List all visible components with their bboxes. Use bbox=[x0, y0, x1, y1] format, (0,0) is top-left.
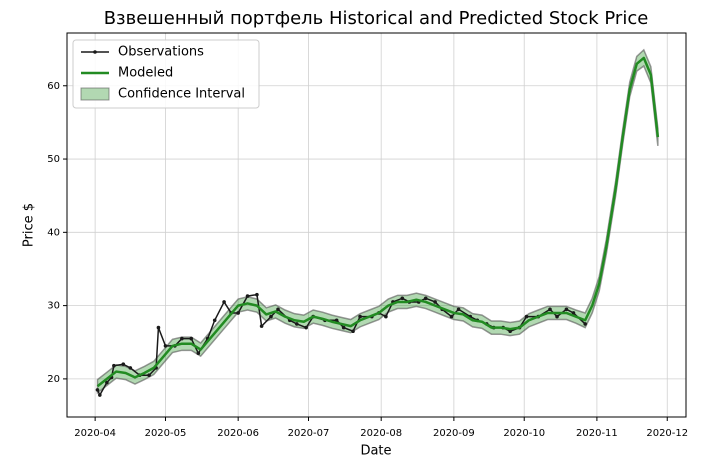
x-tick-label: 2020-04 bbox=[74, 428, 116, 439]
legend-swatch bbox=[93, 50, 97, 54]
observation-point bbox=[222, 300, 226, 304]
y-tick-label: 20 bbox=[47, 374, 60, 385]
x-tick-label: 2020-05 bbox=[145, 428, 187, 439]
y-tick-label: 30 bbox=[47, 301, 60, 312]
x-tick-label: 2020-08 bbox=[360, 428, 402, 439]
modeled-line bbox=[96, 56, 660, 388]
observation-point bbox=[98, 393, 102, 397]
observation-point bbox=[423, 296, 428, 301]
observation-point bbox=[294, 322, 299, 326]
observation-point bbox=[128, 366, 133, 370]
legend-label: Confidence Interval bbox=[118, 87, 245, 102]
observation-point bbox=[112, 363, 116, 368]
observation-point bbox=[351, 329, 355, 334]
x-tick-label: 2020-09 bbox=[433, 428, 475, 439]
legend-box bbox=[72, 39, 260, 109]
observation-point bbox=[156, 325, 161, 330]
observation-point bbox=[121, 362, 126, 367]
observation-point bbox=[564, 307, 569, 312]
observation-point bbox=[341, 325, 346, 330]
observation-point bbox=[95, 388, 100, 392]
x-tick-label: 2020-07 bbox=[288, 428, 330, 439]
observation-point bbox=[196, 351, 201, 356]
observation-point bbox=[259, 324, 264, 328]
plot-frame bbox=[66, 32, 687, 418]
legend-label: Modeled bbox=[118, 66, 173, 81]
y-tick-label: 40 bbox=[47, 227, 60, 238]
observation-point bbox=[456, 307, 461, 312]
x-tick-label: 2020-06 bbox=[217, 428, 259, 439]
y-tick-label: 50 bbox=[47, 154, 60, 165]
observation-point bbox=[524, 314, 529, 319]
legend-swatch bbox=[80, 87, 110, 101]
observation-point bbox=[508, 329, 512, 334]
observation-point bbox=[304, 325, 308, 330]
y-axis-label: Price $ bbox=[22, 203, 37, 247]
observation-point bbox=[255, 292, 259, 297]
observation-point bbox=[583, 322, 587, 326]
observation-point bbox=[163, 344, 168, 348]
observation-point bbox=[449, 314, 454, 319]
x-axis-label: Date bbox=[360, 444, 391, 459]
observation-point bbox=[433, 300, 437, 304]
observation-point bbox=[571, 311, 576, 315]
x-tick-label: 2020-11 bbox=[576, 428, 618, 439]
x-tick-label: 2020-10 bbox=[503, 428, 545, 439]
observation-point bbox=[384, 314, 388, 319]
observation-point bbox=[269, 314, 273, 319]
observation-point bbox=[105, 380, 109, 385]
observation-point bbox=[555, 314, 559, 319]
observation-point bbox=[147, 373, 151, 378]
y-tick-label: 60 bbox=[47, 81, 60, 92]
observation-point bbox=[180, 336, 184, 341]
observation-point bbox=[212, 318, 217, 323]
chart-title: Взвешенный портфель Historical and Predi… bbox=[104, 8, 649, 29]
legend-label: Observations bbox=[118, 45, 204, 60]
observation-point bbox=[358, 314, 362, 319]
x-tick-label: 2020-12 bbox=[646, 428, 688, 439]
observation-point bbox=[276, 307, 280, 312]
observation-point bbox=[236, 311, 240, 315]
observation-point bbox=[548, 307, 552, 312]
observation-point bbox=[245, 294, 250, 298]
observation-point bbox=[400, 296, 405, 301]
observation-point bbox=[189, 336, 194, 341]
observation-point bbox=[334, 318, 339, 323]
